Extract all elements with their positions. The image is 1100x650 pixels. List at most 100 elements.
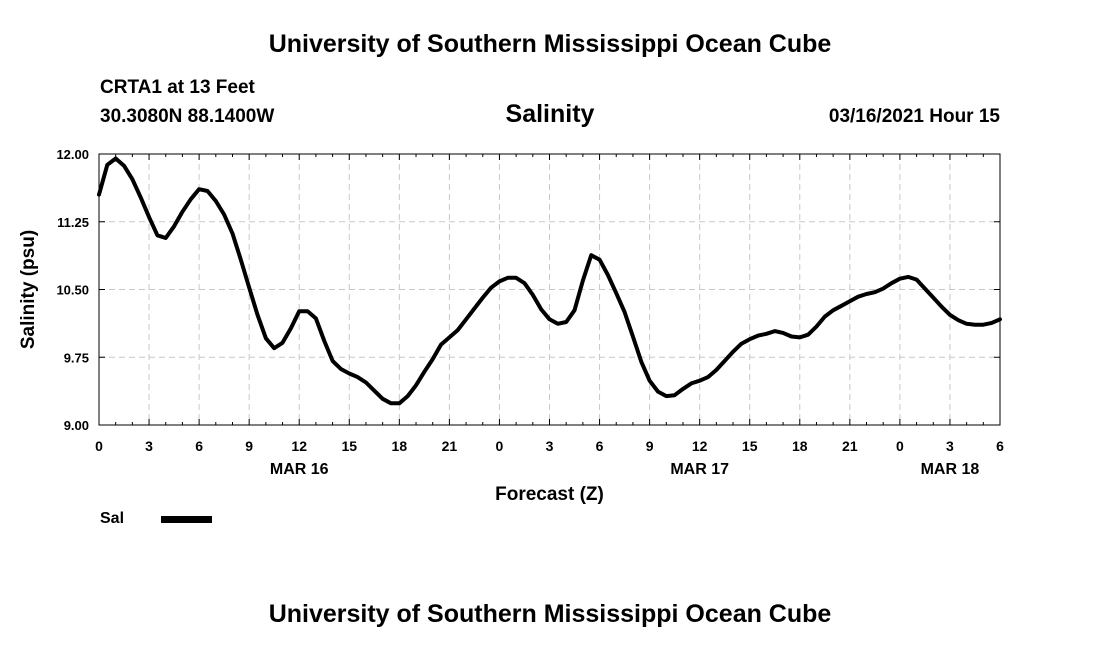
data-point bbox=[441, 344, 442, 345]
data-point bbox=[249, 287, 250, 288]
data-point bbox=[691, 383, 692, 384]
data-point bbox=[899, 278, 900, 279]
date-label: MAR 17 bbox=[670, 461, 729, 478]
data-point bbox=[407, 396, 408, 397]
data-point bbox=[140, 197, 141, 198]
x-tick-label: 6 bbox=[195, 438, 203, 454]
data-point bbox=[524, 283, 525, 284]
data-point bbox=[190, 199, 191, 200]
data-point bbox=[215, 200, 216, 201]
data-point bbox=[824, 316, 825, 317]
data-point bbox=[949, 314, 950, 315]
x-tick-label: 18 bbox=[392, 438, 408, 454]
data-point bbox=[883, 288, 884, 289]
y-axis-title: Salinity (psu) bbox=[18, 230, 39, 349]
station-coordinates: 30.3080N 88.1400W bbox=[100, 106, 275, 127]
x-axis-title: Forecast (Z) bbox=[495, 484, 604, 505]
x-tick-label: 21 bbox=[842, 438, 858, 454]
legend-label: Sal bbox=[100, 510, 125, 527]
station-name: CRTA1 at 13 Feet bbox=[100, 77, 255, 98]
x-tick-label: 9 bbox=[245, 438, 253, 454]
data-point bbox=[357, 377, 358, 378]
y-tick-label: 11.25 bbox=[57, 215, 89, 230]
data-point bbox=[924, 288, 925, 289]
data-point bbox=[841, 305, 842, 306]
x-tick-label: 12 bbox=[692, 438, 708, 454]
data-point bbox=[774, 331, 775, 332]
data-point bbox=[741, 343, 742, 344]
data-point bbox=[224, 214, 225, 215]
data-point bbox=[966, 323, 967, 324]
data-point bbox=[491, 287, 492, 288]
data-point bbox=[374, 390, 375, 391]
data-point bbox=[674, 395, 675, 396]
data-point bbox=[340, 368, 341, 369]
x-tick-label: 6 bbox=[596, 438, 604, 454]
data-point bbox=[816, 326, 817, 327]
data-point bbox=[132, 179, 133, 180]
data-point bbox=[165, 238, 166, 239]
data-point bbox=[199, 189, 200, 190]
data-point bbox=[390, 403, 391, 404]
data-point bbox=[499, 281, 500, 282]
data-point bbox=[449, 337, 450, 338]
data-point bbox=[424, 371, 425, 372]
data-point bbox=[349, 373, 350, 374]
data-point bbox=[149, 217, 150, 218]
data-point bbox=[240, 259, 241, 260]
data-point bbox=[516, 277, 517, 278]
data-point bbox=[874, 292, 875, 293]
data-point bbox=[315, 318, 316, 319]
data-point bbox=[474, 308, 475, 309]
footer-title: University of Southern Mississippi Ocean… bbox=[268, 600, 832, 628]
data-point bbox=[649, 380, 650, 381]
data-point bbox=[107, 164, 108, 165]
data-point bbox=[124, 165, 125, 166]
y-tick-label: 9.75 bbox=[64, 350, 89, 365]
data-point bbox=[849, 301, 850, 302]
data-point bbox=[791, 336, 792, 337]
data-point bbox=[891, 283, 892, 284]
data-point bbox=[115, 158, 116, 159]
data-point bbox=[274, 348, 275, 349]
data-point bbox=[207, 191, 208, 192]
x-tick-label: 6 bbox=[996, 438, 1004, 454]
forecast-datetime: 03/16/2021 Hour 15 bbox=[828, 106, 1000, 127]
data-point bbox=[632, 336, 633, 337]
data-point bbox=[382, 398, 383, 399]
data-point bbox=[557, 323, 558, 324]
data-point bbox=[582, 280, 583, 281]
data-point bbox=[1000, 319, 1001, 320]
x-tick-label: 0 bbox=[95, 438, 103, 454]
data-point bbox=[507, 277, 508, 278]
data-point bbox=[299, 311, 300, 312]
data-point bbox=[607, 275, 608, 276]
data-point bbox=[549, 319, 550, 320]
data-point bbox=[991, 322, 992, 323]
x-tick-label: 9 bbox=[646, 438, 654, 454]
data-point bbox=[566, 322, 567, 323]
data-point bbox=[666, 396, 667, 397]
page-title: University of Southern Mississippi Ocean… bbox=[268, 30, 832, 58]
data-point bbox=[724, 360, 725, 361]
data-point bbox=[783, 332, 784, 333]
data-point bbox=[599, 259, 600, 260]
x-tick-label: 3 bbox=[145, 438, 153, 454]
x-tick-label: 15 bbox=[341, 438, 357, 454]
data-point bbox=[257, 314, 258, 315]
data-point bbox=[716, 369, 717, 370]
data-point bbox=[432, 359, 433, 360]
data-point bbox=[574, 310, 575, 311]
date-label: MAR 18 bbox=[921, 461, 980, 478]
x-tick-label: 0 bbox=[896, 438, 904, 454]
data-point bbox=[699, 380, 700, 381]
data-point bbox=[99, 194, 100, 195]
data-point bbox=[799, 337, 800, 338]
data-point bbox=[541, 309, 542, 310]
data-point bbox=[916, 279, 917, 280]
x-tick-label: 3 bbox=[946, 438, 954, 454]
data-point bbox=[833, 310, 834, 311]
data-point bbox=[532, 294, 533, 295]
legend-swatch bbox=[161, 516, 212, 523]
